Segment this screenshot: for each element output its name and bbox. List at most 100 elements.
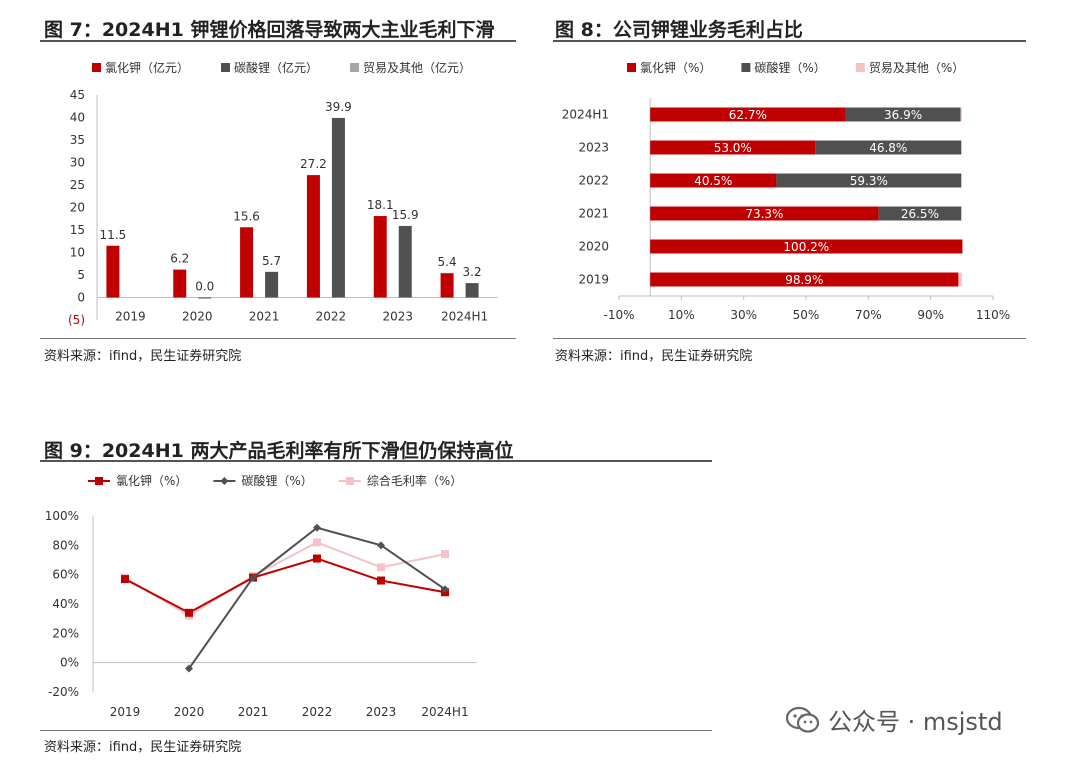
bar-segment-3 — [961, 173, 963, 188]
fig8-source: 资料来源：ifind，民生证券研究院 — [555, 349, 753, 364]
legend-label-2: 碳酸锂（亿元） — [234, 60, 318, 75]
data-label: 3.2 — [463, 265, 482, 279]
y-tick-label: 2023 — [578, 141, 609, 155]
y-tick-label: 80% — [52, 538, 79, 552]
y-tick-label: 40% — [52, 597, 79, 611]
y-tick-label: 60% — [52, 568, 79, 582]
data-label: 40.5% — [694, 174, 732, 188]
bar-segment-1 — [650, 239, 963, 254]
y-tick-label: -20% — [48, 685, 79, 699]
x-tick-label: 50% — [793, 308, 820, 322]
legend-swatch-2 — [221, 63, 231, 72]
legend-label-3: 贸易及其他（亿元） — [363, 60, 471, 75]
y-tick-label: 0 — [77, 291, 85, 305]
x-tick-label: 90% — [917, 308, 944, 322]
legend-label-1: 氯化钾（%） — [640, 61, 711, 75]
y-tick-label: 2021 — [578, 207, 609, 221]
x-tick-label: 2022 — [316, 310, 347, 324]
bar-kcl — [240, 227, 254, 298]
series-line-3 — [124, 541, 446, 617]
data-point-3 — [441, 550, 449, 559]
data-point-2 — [377, 541, 385, 550]
x-tick-label: 10% — [668, 308, 695, 322]
bar-kcl — [373, 216, 387, 298]
x-tick-label: 2020 — [174, 705, 205, 719]
data-label: 46.8% — [869, 141, 907, 155]
fig8-chart: 氯化钾（%） 碳酸锂（%） 贸易及其他（%） -10% 10% 30% 50% 70% 90% 1… — [562, 60, 1010, 322]
data-label: 36.9% — [884, 108, 922, 122]
bar-segment-1 — [650, 206, 879, 221]
fig9-title-rule — [40, 460, 712, 462]
bar-segment-1 — [650, 173, 777, 188]
wechat-icon — [786, 706, 820, 733]
x-tick-label: 2023 — [366, 705, 397, 719]
legend-swatch-2 — [741, 63, 751, 72]
bar-segment-2 — [878, 206, 962, 221]
fig9-source-rule — [40, 730, 712, 731]
data-label: 18.1 — [367, 198, 394, 212]
data-label: 73.3% — [745, 207, 783, 221]
data-label: 100.2% — [783, 240, 829, 254]
bar-segment-3 — [961, 206, 963, 221]
fig7-source: 资料来源：ifind，民生证券研究院 — [44, 349, 242, 364]
y-tick-label: 25 — [70, 178, 85, 192]
legend-marker-3 — [345, 477, 354, 485]
data-point-2 — [249, 573, 257, 582]
fig9-source: 资料来源：ifind，民生证券研究院 — [44, 740, 242, 755]
y-tick-label: 100% — [45, 509, 79, 523]
y-tick-label: 30 — [70, 156, 85, 170]
legend-swatch-1 — [92, 63, 101, 72]
bar-segment-2 — [845, 107, 961, 122]
y-tick-label: 5 — [77, 268, 85, 282]
data-point-1 — [185, 608, 193, 617]
data-point-1 — [313, 554, 321, 563]
data-point-2 — [313, 523, 321, 532]
data-label: 5.7 — [262, 254, 281, 268]
bar-segment-2 — [776, 173, 962, 188]
y-tick-label: 35 — [70, 133, 85, 147]
bar-li2co3 — [465, 283, 479, 298]
x-tick-label: 2020 — [182, 310, 213, 324]
bar-li2co3 — [398, 225, 412, 298]
fig8-title-rule — [553, 40, 1026, 42]
y-tick-label: 20% — [52, 626, 79, 640]
data-point-3 — [377, 563, 385, 572]
x-tick-label: -10% — [603, 308, 634, 322]
bar-kcl — [306, 175, 320, 298]
x-tick-label: 2024H1 — [441, 310, 488, 324]
legend-swatch-3 — [855, 63, 865, 72]
fig7-source-rule — [40, 338, 516, 339]
fig7-title: 图 7：2024H1 钾锂价格回落导致两大主业毛利下滑 — [44, 19, 495, 41]
bar-kcl — [173, 269, 187, 298]
data-point-1 — [121, 575, 129, 584]
bar-segment-3 — [960, 107, 962, 122]
data-label: 6.2 — [170, 252, 189, 266]
legend-swatch-3 — [350, 63, 360, 72]
y-tick-label: 45 — [70, 88, 85, 102]
legend-swatch-1 — [627, 63, 636, 72]
x-tick-label: 2019 — [115, 310, 146, 324]
x-tick-label: 30% — [730, 308, 757, 322]
fig7-title-rule — [40, 40, 516, 42]
legend-label-3: 综合毛利率（%） — [367, 473, 462, 488]
bar-li2co3 — [198, 297, 212, 299]
fig8-source-rule — [553, 338, 1026, 339]
bar-li2co3 — [331, 117, 345, 298]
data-label: 59.3% — [850, 174, 888, 188]
data-label: 39.9 — [325, 100, 352, 114]
data-label: 26.5% — [901, 207, 939, 221]
y-tick-label: 15 — [70, 223, 85, 237]
series-line-1 — [124, 557, 446, 614]
legend-label-2: 碳酸锂（%） — [754, 60, 825, 75]
data-label: 53.0% — [714, 141, 752, 155]
bar-segment-1 — [650, 140, 816, 155]
series-line-2 — [188, 526, 446, 670]
fig9-chart: 氯化钾（%） 碳酸锂（%） 综合毛利率（%） -20% 0% 20% 40% 60% 80% 10… — [45, 473, 477, 719]
x-tick-label: 2022 — [302, 705, 333, 719]
watermark: 公众号 · msjstd — [786, 702, 1003, 737]
watermark-text: 公众号 · msjstd — [828, 708, 1003, 736]
x-tick-label: 2019 — [110, 705, 141, 719]
data-label: 5.4 — [438, 255, 457, 269]
y-tick-label: 2019 — [578, 273, 609, 287]
data-label: 0.0 — [195, 280, 214, 294]
